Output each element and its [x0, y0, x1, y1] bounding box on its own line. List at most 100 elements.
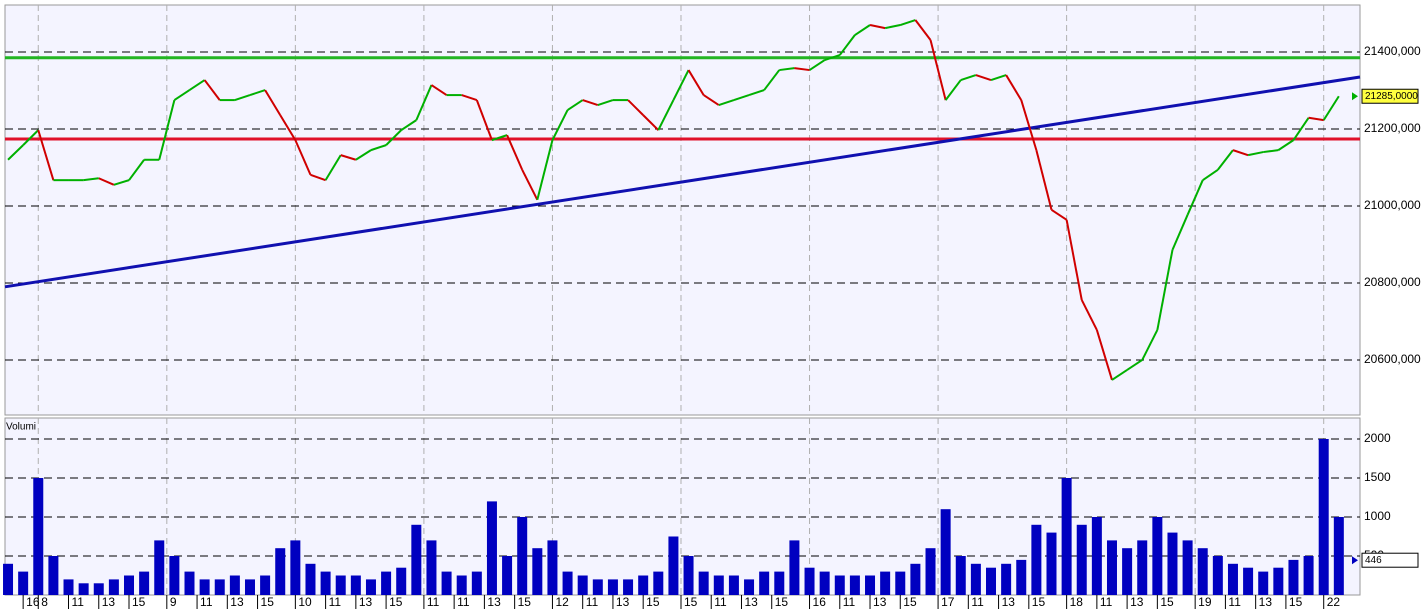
volume-bar	[229, 575, 240, 595]
volume-bar	[955, 555, 966, 595]
volume-bar	[970, 563, 981, 595]
volume-bar	[350, 575, 361, 595]
volume-bar	[1212, 555, 1223, 595]
price-segment	[1111, 369, 1128, 381]
x-tick-label: 11	[714, 595, 727, 609]
volume-bar	[577, 575, 588, 595]
volume-bar	[1333, 516, 1344, 595]
volume-bar	[199, 579, 210, 595]
price-segment	[324, 154, 342, 181]
volume-bar	[108, 579, 119, 595]
price-segment	[1005, 74, 1023, 101]
price-segment	[294, 139, 312, 176]
x-tick-label: 18	[1070, 595, 1084, 609]
price-segment	[1217, 149, 1234, 171]
price-segment	[597, 99, 614, 107]
price-segment	[1232, 149, 1249, 157]
volume-bar	[910, 563, 921, 595]
last-value-arrow	[1352, 556, 1358, 565]
price-segment	[1186, 179, 1204, 216]
price-segment	[779, 67, 795, 72]
price-segment	[536, 139, 554, 201]
price-segment	[929, 39, 947, 101]
price-segment	[703, 94, 720, 106]
x-tick-label: 11	[72, 595, 85, 609]
volume-bar	[1227, 563, 1238, 595]
x-tick-label: 11	[329, 595, 342, 609]
volume-bar	[260, 575, 271, 595]
price-segment	[203, 79, 221, 101]
volume-bar	[1167, 532, 1178, 595]
volume-bar	[426, 540, 437, 595]
x-tick-label: 13	[102, 595, 116, 609]
price-segment	[824, 54, 841, 62]
volume-bar	[396, 567, 407, 595]
price-segment	[1095, 329, 1113, 381]
volume-bar	[1137, 540, 1148, 595]
y-tick-label: 20600,000	[1364, 352, 1421, 366]
volume-bar	[1288, 559, 1299, 595]
price-segment	[1080, 299, 1098, 331]
volume-bar	[653, 571, 664, 595]
volume-bar	[849, 575, 860, 595]
price-segment	[83, 177, 99, 182]
volume-bar	[895, 571, 906, 595]
volume-bar	[3, 563, 14, 595]
volume-bar	[698, 571, 709, 595]
x-tick-label: 11	[457, 595, 470, 609]
volume-bar	[214, 579, 225, 595]
x-tick-label: 15	[1289, 595, 1303, 609]
volume-bar	[638, 575, 649, 595]
price-segment	[98, 177, 115, 186]
volume-bar	[623, 579, 634, 595]
volume-bar	[1001, 563, 1012, 595]
price-segment	[808, 59, 826, 71]
price-segment	[748, 89, 765, 97]
volume-bar	[759, 571, 770, 595]
price-segment	[733, 94, 750, 102]
x-tick-label: 22	[1327, 595, 1341, 609]
price-segment	[869, 24, 886, 30]
x-tick-label: 13	[1002, 595, 1016, 609]
x-tick-label: 13	[616, 595, 630, 609]
price-segment	[960, 74, 977, 82]
volume-bar	[517, 516, 528, 595]
x-tick-label: 16	[813, 595, 827, 609]
price-segment	[113, 179, 130, 186]
price-segment	[7, 144, 24, 161]
volume-bar	[1303, 555, 1314, 595]
volume-bar	[728, 575, 739, 595]
y-tick-label: 1500	[1364, 470, 1391, 484]
volume-bar	[471, 571, 482, 595]
x-tick-label: 13	[1130, 595, 1144, 609]
x-tick-label: 15	[684, 595, 698, 609]
price-segment	[400, 119, 417, 131]
x-tick-label: 12	[555, 595, 569, 609]
volume-bar	[290, 540, 301, 595]
x-tick-label: 15	[646, 595, 660, 609]
volume-bar	[154, 540, 165, 595]
price-segment	[1322, 95, 1340, 121]
price-segment	[310, 173, 326, 182]
volume-bar	[381, 571, 392, 595]
volume-bar	[1258, 571, 1269, 595]
price-segment	[854, 24, 871, 36]
volume-bar	[335, 575, 346, 595]
volume-bar	[774, 571, 785, 595]
x-tick-label: 15	[1032, 595, 1046, 609]
x-tick-label: 10	[298, 595, 312, 609]
volume-bar	[18, 571, 29, 595]
x-tick-label: 15	[518, 595, 532, 609]
volume-bar	[744, 579, 755, 595]
price-segment	[672, 69, 690, 101]
volume-bar	[365, 579, 376, 595]
volume-bar	[1122, 548, 1133, 595]
volume-bar	[184, 571, 195, 595]
price-segment	[264, 89, 282, 116]
x-tick-label: 11	[200, 595, 213, 609]
x-tick-label: 13	[744, 595, 758, 609]
price-segment	[173, 89, 191, 101]
price-segment	[642, 114, 660, 131]
volume-bar	[1182, 540, 1193, 595]
